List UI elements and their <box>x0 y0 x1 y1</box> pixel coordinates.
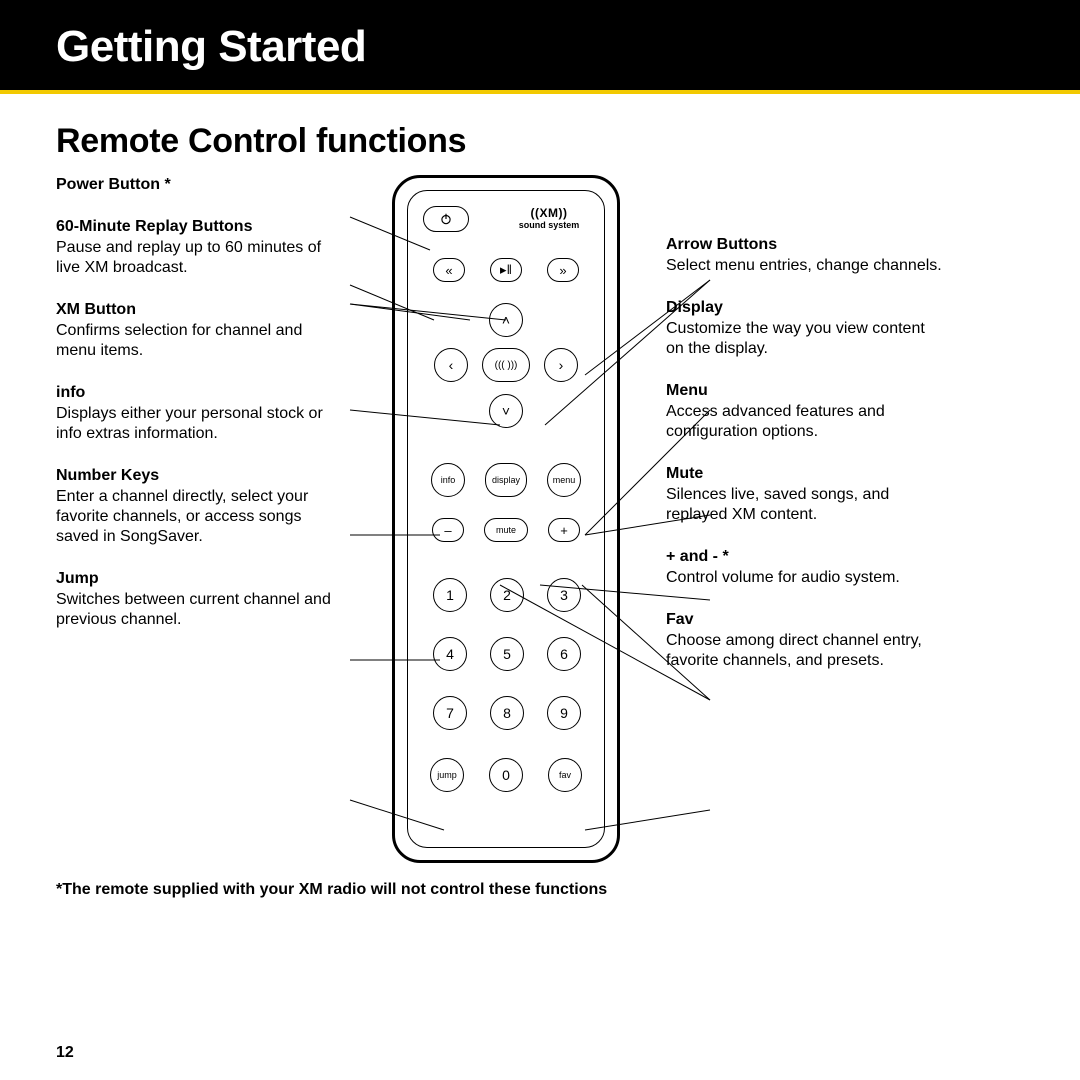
right-column: Arrow ButtonsSelect menu entries, change… <box>666 175 946 863</box>
forward-button: » <box>547 258 579 282</box>
menu-button: menu <box>547 463 581 497</box>
callout-numbers: Number KeysEnter a channel directly, sel… <box>56 466 346 547</box>
num-1: 1 <box>433 578 467 612</box>
callout-replay: 60-Minute Replay ButtonsPause and replay… <box>56 217 346 278</box>
callout-menu: MenuAccess advanced features and configu… <box>666 381 946 442</box>
callout-arrows: Arrow ButtonsSelect menu entries, change… <box>666 235 946 276</box>
num-0: 0 <box>489 758 523 792</box>
left-button: ‹ <box>434 348 468 382</box>
display-button: display <box>485 463 527 497</box>
num-4: 4 <box>433 637 467 671</box>
page-number: 12 <box>56 1044 74 1062</box>
callout-info: infoDisplays either your personal stock … <box>56 383 346 444</box>
footnote: *The remote supplied with your XM radio … <box>56 881 1024 899</box>
power-button <box>423 206 469 232</box>
remote-body: ((XM)) sound system « ▸ǁ » ˄ <box>392 175 620 863</box>
num-9: 9 <box>547 696 581 730</box>
section-title: Remote Control functions <box>56 122 1024 161</box>
vol-plus-button: + <box>548 518 580 542</box>
num-2: 2 <box>490 578 524 612</box>
replay-row: « ▸ǁ » <box>395 258 617 282</box>
dpad-mid: ‹ ((( ))) › <box>395 348 617 382</box>
vol-row: – mute + <box>395 518 617 542</box>
xm-logo: ((XM)) <box>509 206 589 220</box>
mute-button: mute <box>484 518 528 542</box>
right-button: › <box>544 348 578 382</box>
three-col-layout: Power Button * 60-Minute Replay ButtonsP… <box>56 175 1024 863</box>
left-column: Power Button * 60-Minute Replay ButtonsP… <box>56 175 346 863</box>
number-grid: 1 2 3 4 5 6 7 8 9 <box>395 578 617 730</box>
num-5: 5 <box>490 637 524 671</box>
playpause-button: ▸ǁ <box>490 258 522 282</box>
num-3: 3 <box>547 578 581 612</box>
dpad: ˄ <box>395 303 617 337</box>
fav-button: fav <box>548 758 582 792</box>
header-band: Getting Started <box>0 0 1080 90</box>
callout-power: Power Button * <box>56 175 346 195</box>
remote-column: ((XM)) sound system « ▸ǁ » ˄ <box>356 175 656 863</box>
callout-display: DisplayCustomize the way you view conten… <box>666 298 946 359</box>
jump-button: jump <box>430 758 464 792</box>
callout-jump: JumpSwitches between current channel and… <box>56 569 346 630</box>
xm-ok-button: ((( ))) <box>482 348 530 382</box>
brand-sub: sound system <box>509 220 589 230</box>
rewind-button: « <box>433 258 465 282</box>
callout-plusminus: + and - *Control volume for audio system… <box>666 547 946 588</box>
callout-fav: FavChoose among direct channel entry, fa… <box>666 610 946 671</box>
dpad-bot: ˅ <box>395 394 617 428</box>
info-button: info <box>431 463 465 497</box>
page-body: Remote Control functions Power Button * … <box>0 94 1080 899</box>
brand-block: ((XM)) sound system <box>509 206 589 230</box>
num-7: 7 <box>433 696 467 730</box>
callout-xm: XM ButtonConfirms selection for channel … <box>56 300 346 361</box>
num-6: 6 <box>547 637 581 671</box>
info-row: info display menu <box>395 463 617 497</box>
callout-mute: MuteSilences live, saved songs, and repl… <box>666 464 946 525</box>
page-title: Getting Started <box>56 22 366 71</box>
bottom-row: jump 0 fav <box>395 758 617 792</box>
num-8: 8 <box>490 696 524 730</box>
up-button: ˄ <box>489 303 523 337</box>
vol-minus-button: – <box>432 518 464 542</box>
power-icon <box>439 212 453 226</box>
down-button: ˅ <box>489 394 523 428</box>
